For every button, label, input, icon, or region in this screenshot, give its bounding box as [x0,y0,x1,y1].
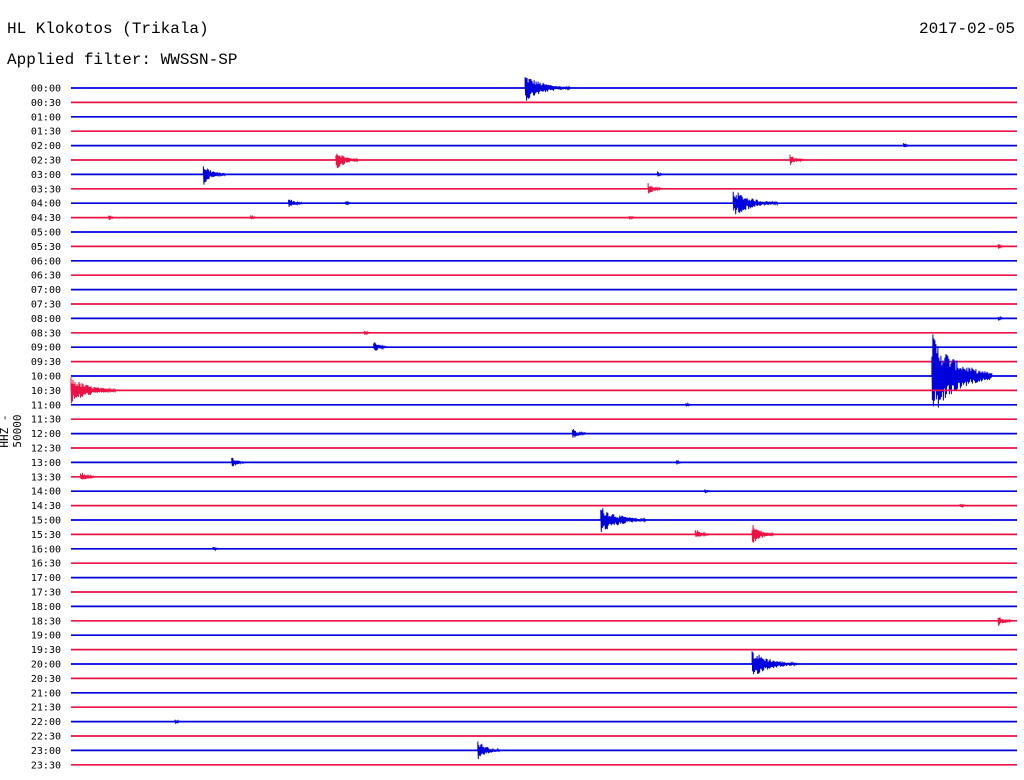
time-label: 16:30 [31,559,61,570]
time-label: 19:00 [31,631,61,642]
seismic-event [212,546,220,552]
seismic-event [80,472,95,480]
time-label: 23:00 [31,746,61,757]
seismic-event [751,651,798,675]
seismic-event [903,142,910,148]
time-label: 19:30 [31,645,61,656]
seismic-event [997,617,1013,626]
time-label: 23:30 [31,760,61,771]
seismic-event [997,315,1005,321]
time-label: 06:00 [31,256,61,267]
seismic-event [250,214,258,220]
time-label: 00:00 [31,84,61,95]
seismic-event [647,183,663,194]
seismic-event [70,377,117,404]
time-label: 04:00 [31,199,61,210]
time-label: 02:00 [31,141,61,152]
time-label: 21:30 [31,703,61,714]
time-label: 03:00 [31,170,61,181]
time-label: 11:00 [31,400,61,411]
time-label: 10:30 [31,386,61,397]
time-label: 22:30 [31,732,61,743]
seismic-event [789,154,805,165]
seismic-event [288,199,304,207]
seismic-event [108,215,115,221]
seismic-event [373,342,389,351]
plot-date: 2017-02-05 [918,20,1015,38]
time-label: 12:00 [31,429,61,440]
seismic-event [231,457,247,467]
time-label: 09:00 [31,343,61,354]
time-label: 18:30 [31,616,61,627]
time-label: 11:30 [31,415,61,426]
time-label: 01:00 [31,112,61,123]
time-label: 18:00 [31,602,61,613]
seismic-event [931,334,993,408]
station-title: HL Klokotos (Trikala) [7,20,209,38]
time-label: 05:30 [31,242,61,253]
seismic-event [675,459,683,465]
seismic-event [477,741,501,760]
time-label: 13:30 [31,472,61,483]
time-label: 09:30 [31,357,61,368]
seismic-event [685,401,693,407]
filter-label: Applied filter: WWSSN-SP [7,51,238,69]
seismic-event [657,171,664,177]
seismic-event [732,191,779,215]
seismic-event [344,200,352,206]
time-label: 20:30 [31,674,61,685]
seismic-event [600,508,647,532]
time-label: 08:00 [31,314,61,325]
time-label: 17:30 [31,588,61,599]
time-label: 13:00 [31,458,61,469]
time-label: 02:30 [31,156,61,167]
time-label: 14:00 [31,487,61,498]
seismic-event [751,525,775,543]
time-label: 15:30 [31,530,61,541]
time-label: 07:30 [31,300,61,311]
time-label: 12:30 [31,444,61,455]
time-label: 10:00 [31,372,61,383]
time-label: 07:00 [31,285,61,296]
seismic-event [335,153,359,169]
time-label: 04:30 [31,213,61,224]
time-label: 21:00 [31,688,61,699]
seismic-event [571,428,587,438]
time-label: 05:00 [31,228,61,239]
time-label: 14:30 [31,501,61,512]
time-label: 20:00 [31,660,61,671]
seismic-event [174,719,182,724]
time-label: 15:00 [31,516,61,527]
time-label: 03:30 [31,184,61,195]
seismic-event [202,166,226,185]
seismic-event [524,77,571,101]
time-label: 17:00 [31,573,61,584]
seismic-event [363,330,371,336]
seismic-event [694,530,710,538]
seismic-event [959,503,967,509]
time-label: 06:30 [31,271,61,282]
seismic-event [628,215,636,220]
time-label: 22:00 [31,717,61,728]
time-label: 01:30 [31,127,61,138]
time-label: 16:00 [31,544,61,555]
seismic-event [704,489,712,494]
time-label: 00:30 [31,98,61,109]
time-label: 08:30 [31,328,61,339]
seismic-event [997,244,1005,249]
